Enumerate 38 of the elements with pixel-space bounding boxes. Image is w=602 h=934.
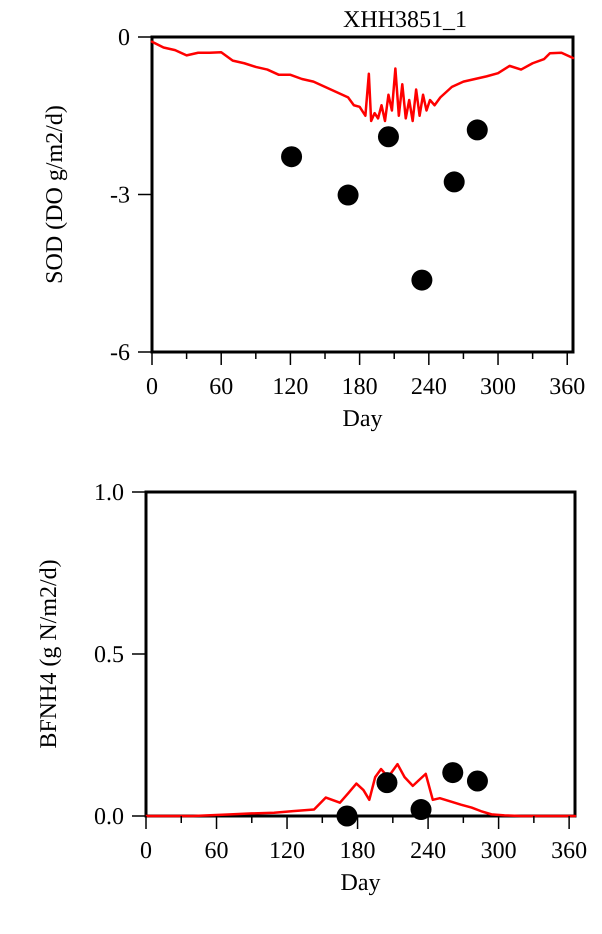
x-tick-label: 360 — [551, 838, 588, 864]
point — [466, 770, 488, 792]
x-tick-label: 240 — [410, 374, 447, 400]
x-tick-label: 180 — [340, 838, 376, 864]
point — [442, 762, 464, 784]
x-tick-label: 180 — [342, 374, 378, 400]
y-axis-title: SOD (DO g/m2/d) — [42, 105, 68, 284]
point — [338, 184, 359, 206]
y-tick-label: -6 — [110, 340, 130, 366]
y-tick-label: 0.5 — [94, 642, 124, 668]
x-tick-label: 300 — [480, 374, 516, 400]
x-tick-label: 0 — [140, 838, 152, 864]
x-axis-title: Day — [340, 870, 380, 896]
x-tick-label: 0 — [146, 374, 158, 400]
point — [411, 270, 432, 291]
x-tick-label: 240 — [410, 838, 446, 864]
x-tick-label: 120 — [272, 374, 308, 400]
point — [410, 799, 432, 820]
point — [378, 126, 399, 148]
x-tick-label: 120 — [269, 838, 306, 864]
point — [444, 171, 465, 192]
x-axis-title: Day — [342, 406, 382, 432]
x-tick-label: 300 — [480, 838, 517, 864]
point — [376, 772, 398, 794]
chart-title: XHH3851_1 — [343, 7, 467, 33]
y-tick-label: 1.0 — [94, 480, 124, 506]
y-tick-label: 0.0 — [94, 804, 124, 830]
line-series — [144, 762, 576, 818]
point — [281, 146, 302, 168]
x-tick-label: 60 — [209, 374, 234, 400]
y-axis-title: BFNH4 (g N/m2/d) — [36, 559, 62, 749]
y-tick-label: 0 — [118, 25, 130, 51]
point — [466, 119, 488, 140]
x-tick-label: 360 — [549, 374, 586, 400]
y-tick-label: -3 — [110, 182, 130, 208]
line-series — [150, 40, 574, 122]
x-tick-label: 60 — [204, 838, 229, 864]
point — [336, 806, 358, 826]
